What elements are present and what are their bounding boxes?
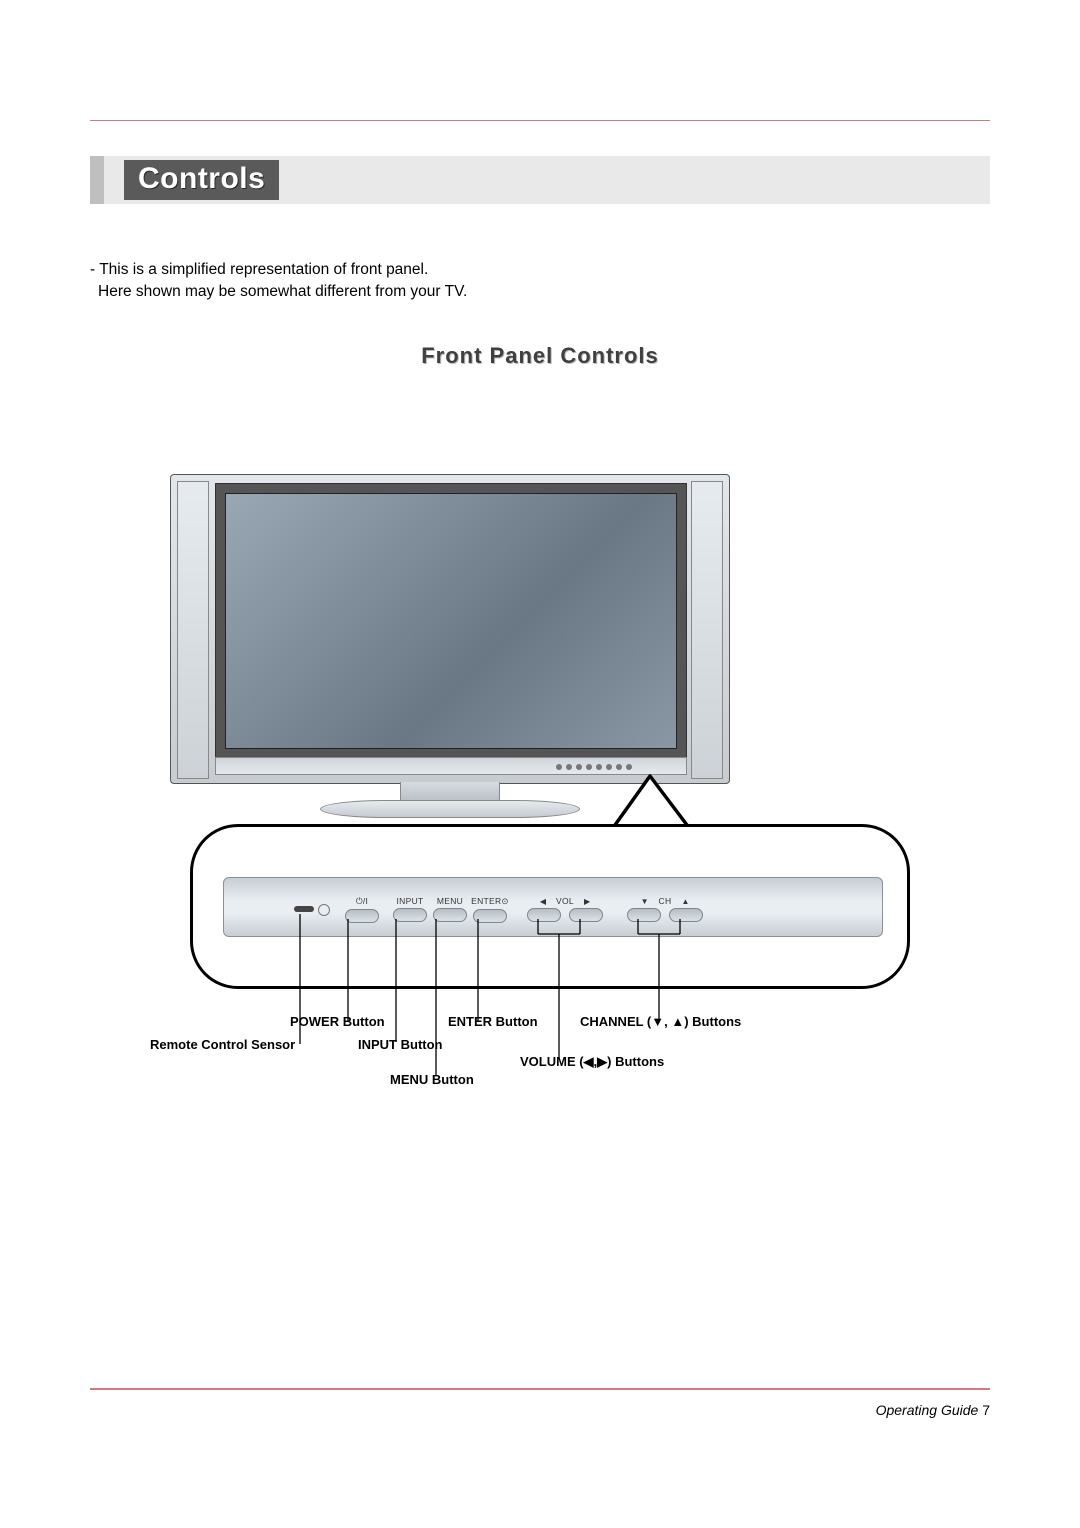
channel-button-group: ▼ CH ▲ bbox=[624, 896, 706, 922]
enter-button-group: ENTER⊙ bbox=[470, 896, 510, 923]
callout-bubble: ⏻/I INPUT MENU ENTER⊙ bbox=[190, 824, 910, 989]
enter-button[interactable] bbox=[473, 909, 507, 923]
label-power: POWER Button bbox=[290, 1014, 385, 1029]
power-button[interactable] bbox=[345, 909, 379, 923]
input-button-group: INPUT bbox=[390, 896, 430, 922]
label-volume: VOLUME (◀,▶) Buttons bbox=[520, 1054, 664, 1070]
title-accent bbox=[90, 156, 104, 204]
input-button[interactable] bbox=[393, 908, 427, 922]
remote-sensor-icon bbox=[294, 906, 314, 912]
vol-left-icon: ◀ bbox=[540, 897, 546, 906]
power-icon: ⏻/I bbox=[356, 896, 368, 907]
diagram: ⏻/I INPUT MENU ENTER⊙ bbox=[90, 474, 990, 1094]
front-panel: ⏻/I INPUT MENU ENTER⊙ bbox=[223, 877, 883, 937]
menu-button-group: MENU bbox=[430, 896, 470, 922]
label-menu: MENU Button bbox=[390, 1072, 474, 1087]
intro-line-1: - This is a simplified representation of… bbox=[90, 259, 990, 281]
label-enter: ENTER Button bbox=[448, 1014, 538, 1029]
intro-text: - This is a simplified representation of… bbox=[90, 259, 990, 303]
ch-up-button[interactable] bbox=[669, 908, 703, 922]
title-bar: Controls bbox=[90, 156, 990, 204]
label-channel: CHANNEL (▼, ▲) Buttons bbox=[580, 1014, 741, 1029]
footer-page-number: 7 bbox=[982, 1402, 990, 1418]
menu-button[interactable] bbox=[433, 908, 467, 922]
volume-button-group: ◀ VOL ▶ bbox=[524, 896, 606, 922]
page: Controls - This is a simplified represen… bbox=[90, 120, 990, 1390]
label-remote-sensor: Remote Control Sensor bbox=[150, 1037, 295, 1052]
vol-label: VOL bbox=[556, 896, 574, 906]
intro-line-2: Here shown may be somewhat different fro… bbox=[90, 281, 990, 303]
section-title: Front Panel Controls bbox=[90, 343, 990, 369]
power-button-group: ⏻/I bbox=[342, 896, 382, 923]
footer: Operating Guide 7 bbox=[876, 1402, 990, 1418]
menu-label: MENU bbox=[437, 896, 463, 906]
panel-buttons-row: ⏻/I INPUT MENU ENTER⊙ bbox=[294, 892, 814, 926]
ch-down-button[interactable] bbox=[627, 908, 661, 922]
ch-up-icon: ▲ bbox=[681, 897, 689, 906]
input-label: INPUT bbox=[397, 896, 424, 906]
vol-up-button[interactable] bbox=[569, 908, 603, 922]
callout-tail-icon bbox=[90, 474, 990, 1094]
footer-text: Operating Guide bbox=[876, 1402, 979, 1418]
label-input: INPUT Button bbox=[358, 1037, 442, 1052]
enter-label: ENTER⊙ bbox=[471, 896, 509, 907]
page-title: Controls bbox=[124, 160, 279, 200]
vol-down-button[interactable] bbox=[527, 908, 561, 922]
ch-down-icon: ▼ bbox=[641, 897, 649, 906]
vol-right-icon: ▶ bbox=[584, 897, 590, 906]
ch-label: CH bbox=[659, 896, 672, 906]
